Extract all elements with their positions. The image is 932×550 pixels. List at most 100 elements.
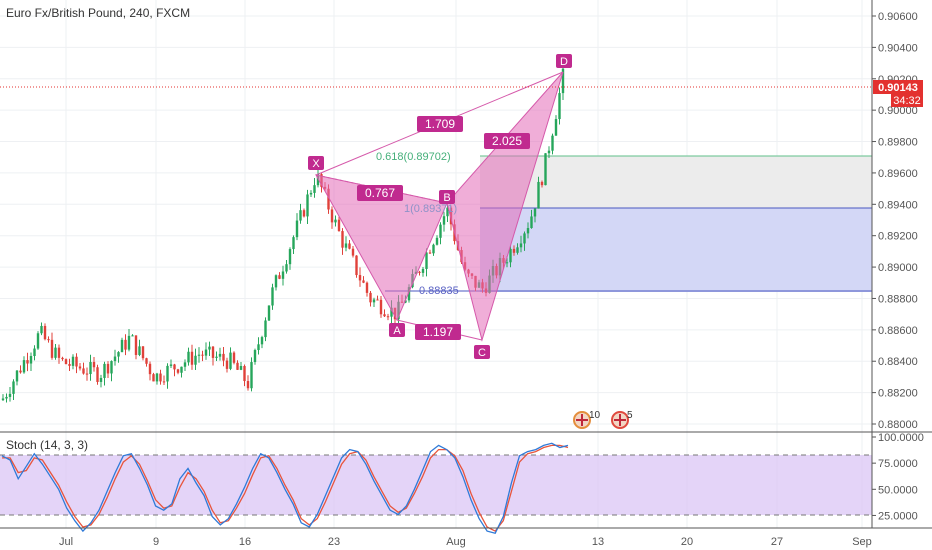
candle-body [36, 333, 40, 349]
candle-body [106, 363, 110, 374]
candle-body [407, 287, 411, 301]
price-tick-label: 0.88800 [878, 293, 918, 305]
time-tick-label: 20 [681, 536, 693, 548]
candle-body [421, 268, 425, 273]
candle-body [243, 366, 246, 382]
candle-body [222, 353, 225, 361]
ratio-xd-label: 1.709 [425, 117, 455, 131]
candle-body [204, 349, 208, 356]
candle-body [166, 365, 169, 382]
time-tick-label: 27 [771, 536, 783, 548]
candle-body [173, 364, 176, 370]
candle-body [253, 350, 257, 363]
candle-body [264, 320, 267, 338]
candle-body [120, 339, 124, 353]
candle-body [344, 243, 348, 248]
fib-lower-box [480, 208, 872, 292]
candle-body [82, 368, 85, 374]
candle-body [232, 352, 236, 363]
candle-body [218, 353, 222, 357]
candle-body [516, 247, 519, 253]
candle-body [428, 252, 432, 254]
candle-body [239, 366, 243, 370]
candle-body [439, 224, 442, 238]
candle-body [362, 280, 365, 283]
candle-body [138, 346, 141, 355]
last-price-tag [873, 80, 923, 94]
candle-body [334, 219, 337, 223]
candle-body [523, 233, 526, 244]
uk-flag-cross-right [614, 414, 626, 426]
time-tick-label: 13 [592, 536, 604, 548]
candle-body [33, 348, 36, 357]
ratio-ac-box [415, 324, 461, 340]
pattern-labels: X A B C D 0.767 1.197 2.025 1.709 [308, 54, 572, 359]
price-axis[interactable]: 0.906000.904000.902000.900000.898000.896… [871, 0, 923, 432]
candle-body [285, 264, 288, 272]
candle-body [5, 396, 8, 399]
event-count-left: 10 [589, 410, 601, 421]
candle-body [64, 359, 68, 365]
point-x-box [308, 156, 324, 170]
uk-flag-cross-left [576, 414, 588, 426]
candle-body [169, 364, 173, 366]
event-markers[interactable]: 10 5 [573, 410, 633, 429]
candle-body [330, 209, 334, 223]
candle-body [509, 248, 512, 263]
candle-body [446, 207, 449, 217]
grid [0, 0, 872, 528]
candle-body [530, 216, 533, 229]
candle-body [348, 243, 351, 249]
candle-body [292, 237, 295, 250]
candle-body [302, 210, 306, 217]
candle-body [187, 351, 190, 363]
candle-body [8, 393, 12, 397]
stoch-band [0, 455, 872, 515]
candle-body [267, 305, 271, 321]
time-tick-label: Sep [852, 536, 872, 548]
candle-body [96, 367, 99, 382]
candle-body [89, 361, 92, 375]
candle-body [229, 352, 232, 369]
candle-body [113, 356, 117, 362]
point-a-label: A [393, 325, 401, 337]
candle-body [260, 337, 264, 345]
candle-body [194, 355, 197, 365]
candle-body [519, 243, 523, 248]
candle-body [47, 339, 50, 341]
candle-body [40, 325, 43, 334]
time-tick-label: Aug [446, 536, 466, 548]
candle-body [432, 244, 435, 254]
point-a-box [389, 323, 405, 337]
candle-body [418, 271, 421, 273]
price-tick-label: 0.89000 [878, 262, 918, 274]
candle-body [78, 366, 82, 369]
candle-body [117, 352, 120, 357]
point-d-box [556, 54, 572, 68]
candle-body [337, 219, 341, 232]
candle-body [327, 188, 330, 210]
ratio-xd-box [417, 116, 463, 132]
point-c-label: C [478, 347, 486, 359]
stoch-tick-label: 50.0000 [878, 484, 918, 496]
candle-body [358, 275, 362, 281]
candle-body [309, 192, 313, 195]
point-b-box [439, 190, 455, 204]
candle-body [1, 398, 5, 401]
candle-body [152, 374, 155, 382]
candle-body [306, 194, 309, 217]
fib-middle-label: 1(0.89371) [404, 203, 457, 215]
candle-body [180, 366, 183, 373]
stoch-pane[interactable]: Stoch (14, 3, 3) 100.0000 75.0000 50.0000 2… [0, 432, 924, 534]
time-axis[interactable]: Jul 9 16 23 Aug 13 20 27 Sep [0, 527, 932, 548]
candle-body [190, 351, 194, 365]
candle-body [526, 228, 530, 234]
stoch-title: Stoch (14, 3, 3) [6, 438, 88, 452]
candle-body [313, 185, 316, 193]
candle-body [341, 231, 344, 248]
last-price-value: 0.90143 [878, 82, 918, 94]
candle-body [369, 292, 372, 303]
candle-body [442, 216, 446, 225]
candle-body [176, 369, 180, 373]
